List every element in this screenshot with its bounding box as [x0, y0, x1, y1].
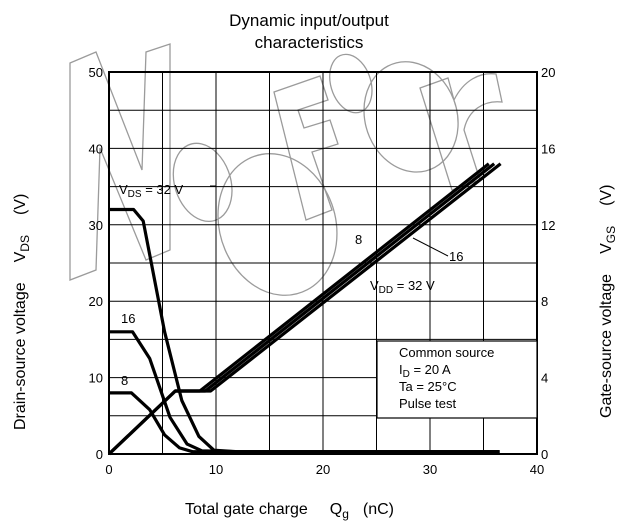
condition-line-3: Ta = 25°C	[399, 379, 457, 394]
x-tick-label: 20	[316, 462, 330, 477]
y-left-tick-label: 20	[89, 294, 103, 309]
condition-line-4: Pulse test	[399, 396, 456, 411]
vds-label-16: 16	[121, 311, 135, 326]
vds-series-line-2	[109, 391, 500, 454]
y-right-tick-label: 4	[541, 371, 548, 386]
y-right-tick-label: 0	[541, 447, 548, 462]
chart-title-line-1: Dynamic input/output	[229, 11, 389, 30]
vgs-series-group	[107, 162, 502, 456]
x-tick-label: 30	[423, 462, 437, 477]
vds-label-8: 8	[121, 373, 128, 388]
x-tick-label: 10	[209, 462, 223, 477]
condition-line-2: ID = 20 A	[399, 362, 451, 380]
x-tick-label: 0	[105, 462, 112, 477]
y-right-tick-label: 8	[541, 294, 548, 309]
x-axis-label: Total gate charge Qg (nC)	[185, 501, 394, 521]
y-left-tick-labels: 0 10 20 30 40 50	[89, 65, 103, 462]
y-left-tick-label: 50	[89, 65, 103, 80]
y-left-tick-label: 10	[89, 371, 103, 386]
y-right-tick-label: 12	[541, 218, 555, 233]
y-left-tick-label: 30	[89, 218, 103, 233]
y-right-tick-labels: 0 4 8 12 16 20	[541, 65, 555, 462]
plot-frame	[108, 71, 538, 455]
vgs-label-32: VDD = 32 V	[370, 278, 435, 296]
vgs-series-line-2	[107, 162, 502, 456]
condition-box: Common source ID = 20 A Ta = 25°C Pulse …	[376, 340, 538, 419]
watermark	[69, 43, 503, 296]
x-tick-labels: 0 10 20 30 40	[105, 462, 544, 477]
y-right-tick-label: 16	[541, 141, 555, 156]
y-right-tick-label: 20	[541, 65, 555, 80]
y-right-axis-label: Gate-source voltageVGS(V)	[598, 185, 618, 418]
vds-series-group	[109, 207, 500, 454]
vgs-label-16: 16	[449, 249, 463, 264]
chart-title-line-2: characteristics	[255, 33, 364, 52]
y-left-axis-label: Drain-source voltageVDS(V)	[12, 194, 32, 430]
vds-label-32: VDS = 32 V	[119, 182, 183, 200]
y-left-tick-label: 0	[96, 447, 103, 462]
x-tick-label: 40	[530, 462, 544, 477]
vgs-label-16-leader	[412, 237, 449, 257]
y-left-tick-label: 40	[89, 141, 103, 156]
vgs-label-8: 8	[355, 232, 362, 247]
condition-line-1: Common source	[399, 345, 494, 360]
